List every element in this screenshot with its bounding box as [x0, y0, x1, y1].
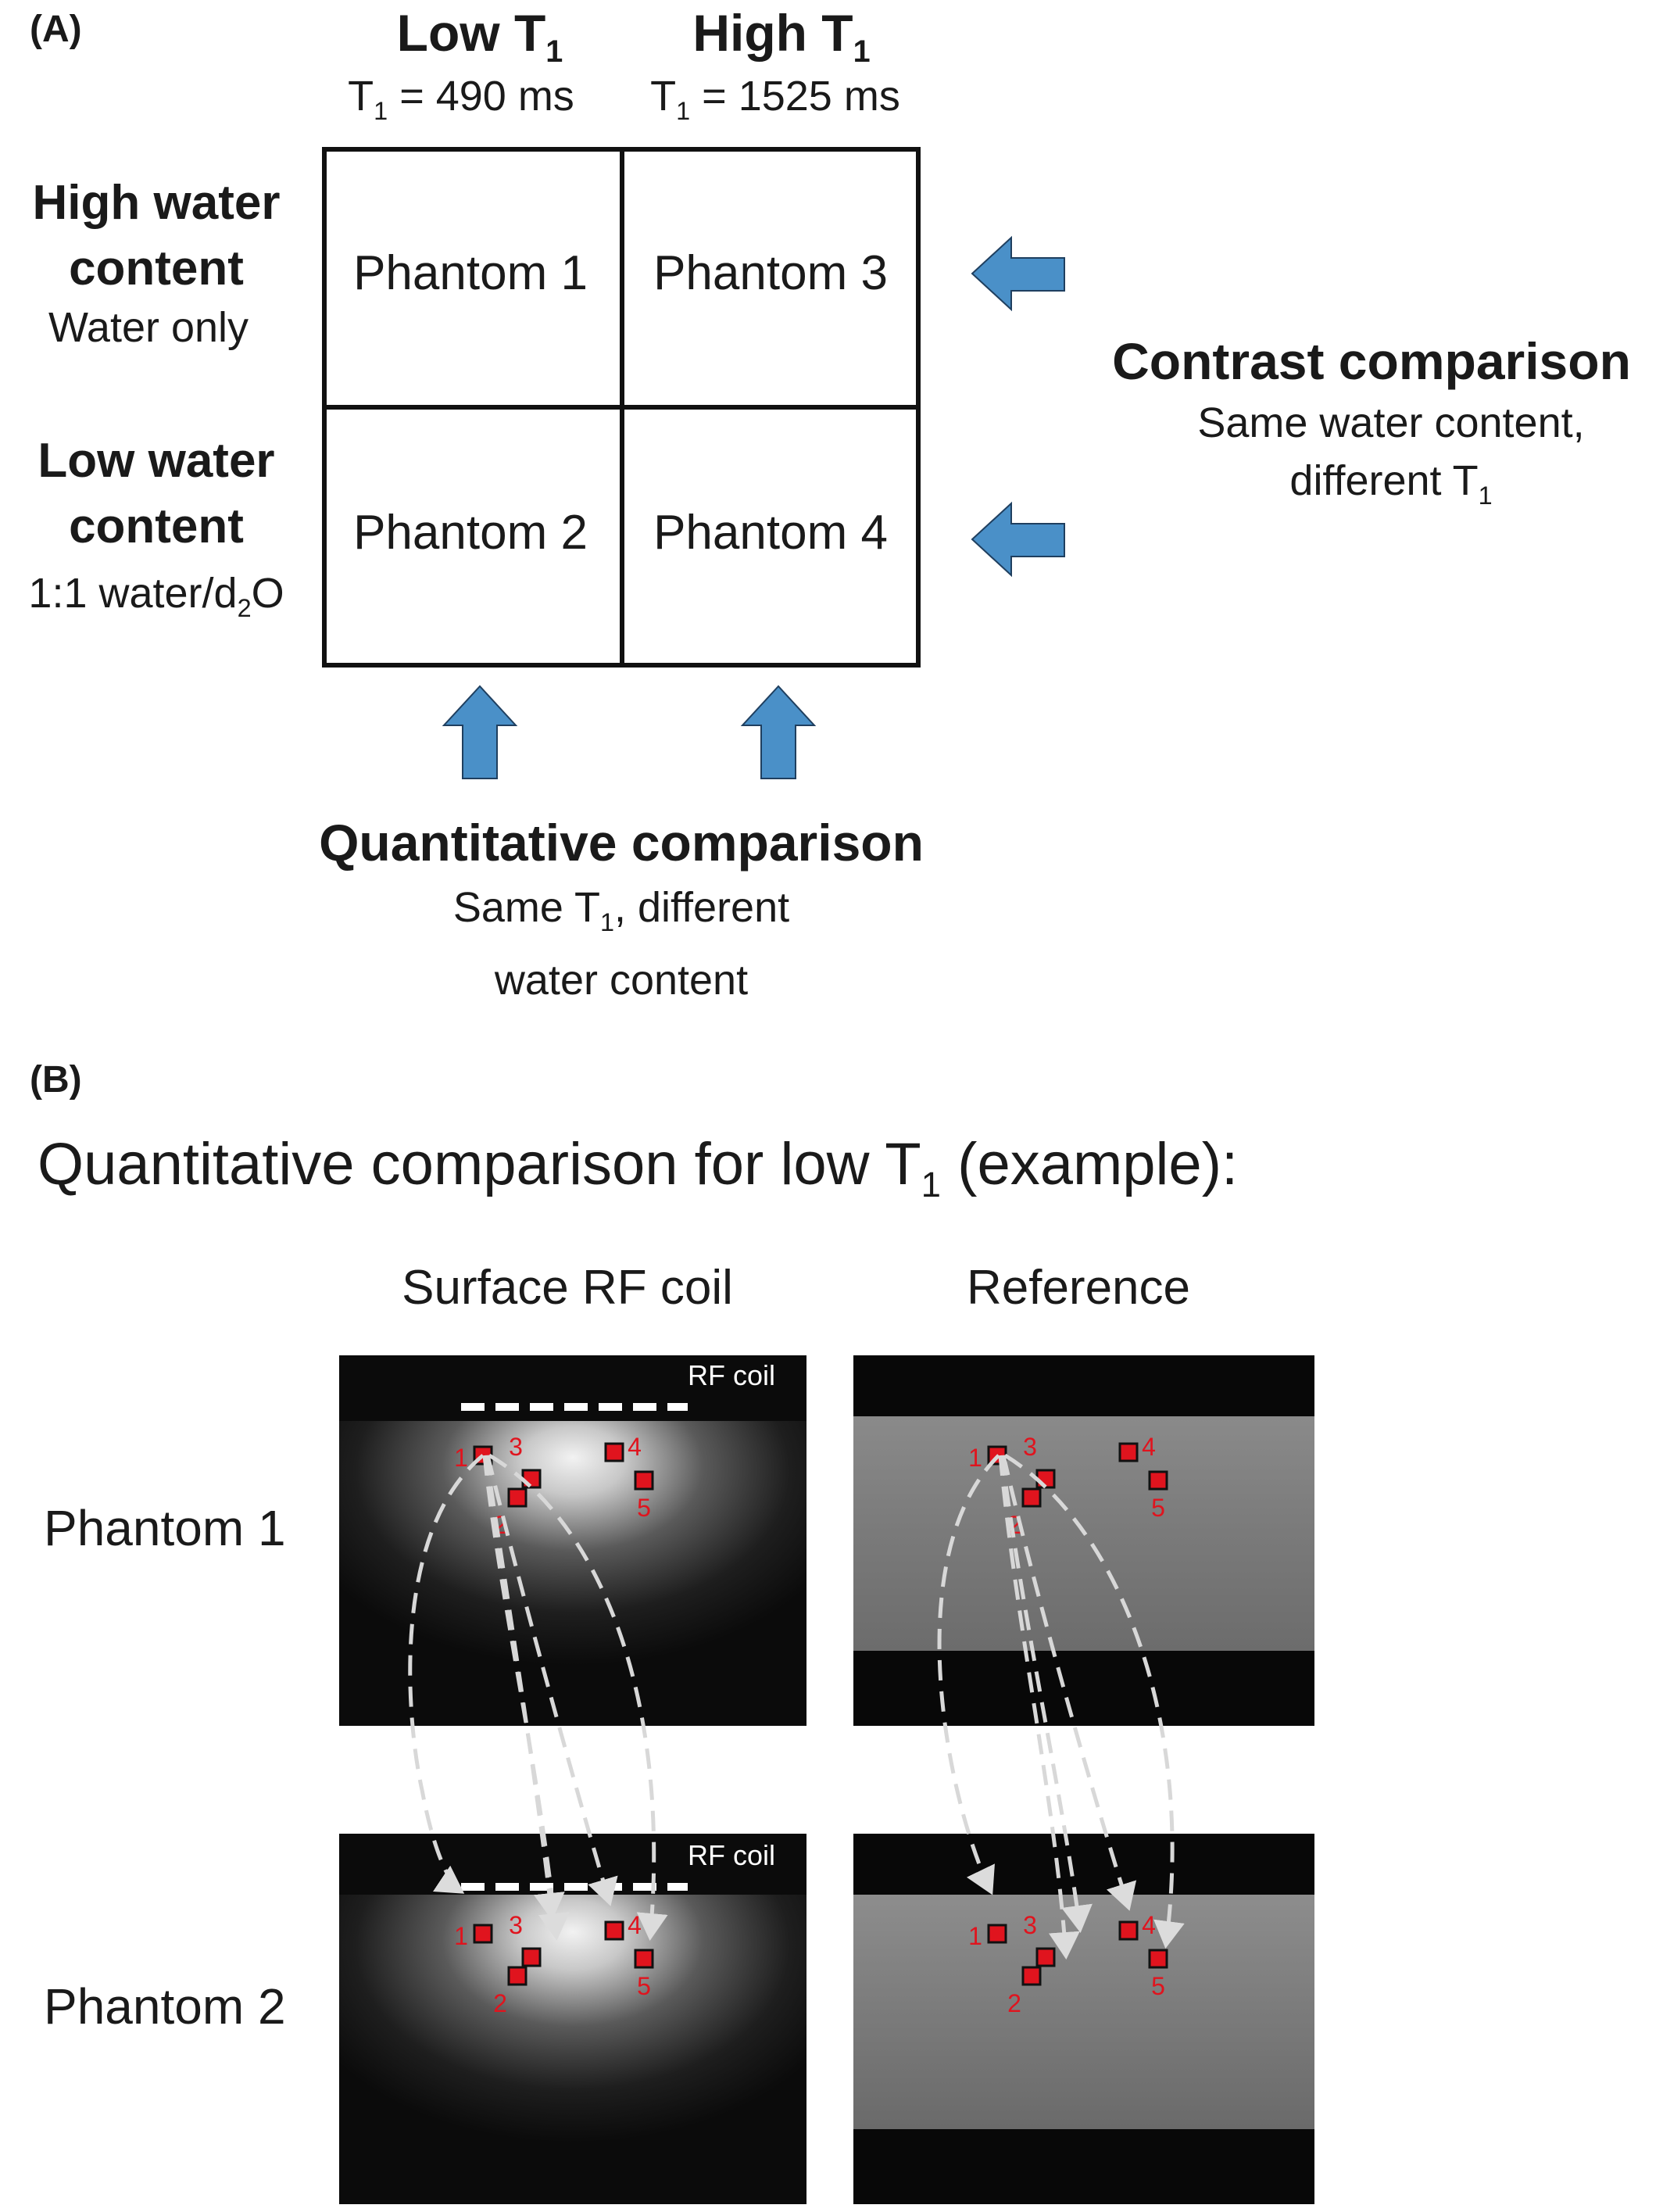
- roi-label: 1: [454, 1922, 468, 1950]
- panel-a-label: (A): [30, 9, 82, 50]
- roi-label: 5: [637, 1494, 651, 1522]
- up-arrow-icon: [740, 685, 817, 779]
- image-surface-phantom-1: RF coil: [339, 1355, 806, 1726]
- column-header-high-t1: High T1: [692, 4, 871, 70]
- row-label-phantom-2: Phantom 2: [44, 1978, 286, 2035]
- roi-label: 1: [454, 1444, 468, 1472]
- quantitative-comparison-desc: Same T1, different water content: [452, 884, 790, 1004]
- roi-marker: [1021, 1487, 1042, 1508]
- correspondence-arrow: [1000, 1455, 1093, 1933]
- up-arrow-icon: [442, 685, 518, 779]
- column-header-low-t1: Low T1: [396, 4, 563, 70]
- roi-label: 2: [1007, 1989, 1021, 2017]
- left-arrow-icon: [971, 235, 1065, 312]
- roi-label: 4: [628, 1433, 642, 1461]
- roi-label: 3: [509, 1911, 523, 1939]
- roi-label: 4: [1142, 1433, 1156, 1461]
- roi-marker: [634, 1949, 654, 1969]
- roi-label: 1: [968, 1922, 982, 1950]
- panel-b-title: Quantitative comparison for low T1 (exam…: [38, 1131, 1239, 1205]
- roi-marker: [521, 1947, 542, 1967]
- image-reference-phantom-2: [853, 1834, 1314, 2204]
- column-detail-low-t1: T1 = 490 ms: [348, 73, 574, 125]
- correspondence-arrow: [484, 1455, 565, 1920]
- roi-marker: [1035, 1947, 1056, 1967]
- row-detail-high-water: Water only: [48, 304, 249, 351]
- roi-marker: [1118, 1920, 1139, 1941]
- correspondence-arrow: [485, 1455, 618, 1906]
- cell-phantom-4: Phantom 4: [653, 506, 888, 560]
- correspondence-arrow: [1003, 1453, 1185, 1949]
- left-arrow-icon: [971, 501, 1065, 578]
- roi-marker: [1148, 1949, 1168, 1969]
- grid-divider-horizontal: [322, 405, 921, 410]
- roi-label: 5: [637, 1972, 651, 2000]
- rf-coil-label: RF coil: [688, 1839, 775, 1871]
- cell-phantom-3: Phantom 3: [653, 246, 888, 300]
- roi-marker: [473, 1924, 493, 1944]
- roi-label: 4: [628, 1911, 642, 1939]
- roi-marker: [1021, 1966, 1042, 1986]
- column-detail-high-t1: T1 = 1525 ms: [650, 73, 900, 125]
- roi-label: 5: [1151, 1972, 1165, 2000]
- roi-marker: [604, 1920, 624, 1941]
- roi-marker: [507, 1966, 528, 1986]
- roi-label: 3: [1023, 1911, 1037, 1939]
- contrast-comparison-desc: Same water content, different T1: [1197, 399, 1585, 510]
- rf-coil-label: RF coil: [688, 1359, 775, 1391]
- roi-marker: [1148, 1470, 1168, 1491]
- correspondence-arrows: [408, 1453, 1185, 1960]
- roi-label: 2: [493, 1989, 507, 2017]
- roi-marker: [987, 1924, 1007, 1944]
- column-title-surface-coil: Surface RF coil: [402, 1261, 733, 1315]
- roi-marker: [507, 1487, 528, 1508]
- roi-marker: [604, 1442, 624, 1462]
- column-title-reference: Reference: [966, 1261, 1191, 1315]
- cell-phantom-2: Phantom 2: [353, 506, 588, 560]
- image-surface-phantom-2: RF coil: [339, 1834, 806, 2204]
- comparison-arrows: [442, 235, 1065, 779]
- roi-label: 3: [1023, 1433, 1037, 1461]
- panel-b-label: (B): [30, 1059, 82, 1101]
- correspondence-arrow: [998, 1455, 1080, 1960]
- cell-phantom-1: Phantom 1: [353, 246, 588, 300]
- row-detail-low-water: 1:1 water/d2O: [28, 570, 284, 622]
- roi-marker: [634, 1470, 654, 1491]
- quantitative-comparison-title: Quantitative comparison: [319, 814, 924, 872]
- roi-label: 1: [968, 1444, 982, 1472]
- contrast-comparison-title: Contrast comparison: [1112, 332, 1631, 390]
- roi-label: 4: [1142, 1911, 1156, 1939]
- row-header-low-water: Low water content: [38, 434, 275, 553]
- roi-label: 5: [1151, 1494, 1165, 1522]
- row-header-high-water: High water content: [32, 176, 281, 295]
- image-reference-phantom-1: [853, 1355, 1314, 1726]
- correspondence-arrow: [1001, 1455, 1137, 1911]
- roi-label: 3: [509, 1433, 523, 1461]
- roi-marker: [1118, 1442, 1139, 1462]
- row-label-phantom-1: Phantom 1: [44, 1500, 286, 1556]
- correspondence-arrow: [937, 1454, 1000, 1895]
